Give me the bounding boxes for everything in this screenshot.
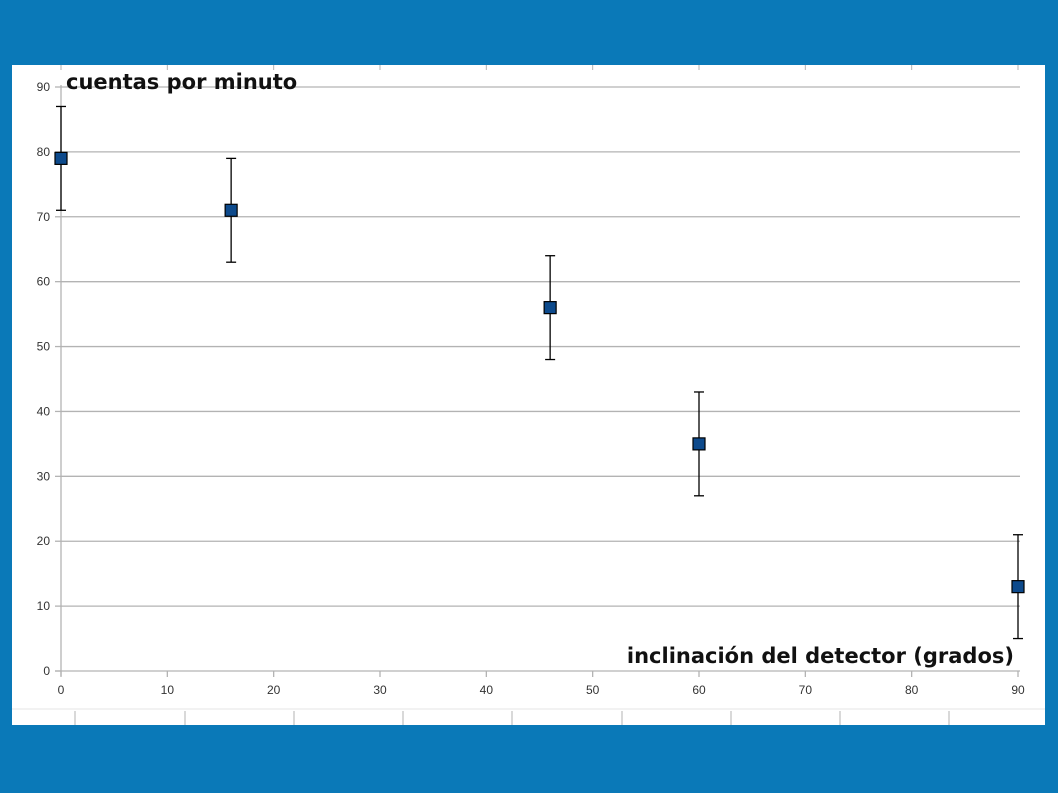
data-series xyxy=(54,105,1025,640)
data-point xyxy=(224,203,238,217)
y-tick-label: 60 xyxy=(37,275,51,289)
y-axis-title: cuentas por minuto xyxy=(66,70,297,94)
x-tick-label: 0 xyxy=(58,683,65,697)
data-point xyxy=(1011,580,1025,594)
data-point xyxy=(54,151,68,165)
y-tick-labels: 0 10 20 30 40 50 60 70 80 90 xyxy=(37,80,51,678)
y-tick-label: 50 xyxy=(37,340,51,354)
y-tick-label: 90 xyxy=(37,80,51,94)
x-tick-labels: 0 10 20 30 40 50 60 70 80 90 xyxy=(58,683,1025,697)
x-tick-label: 20 xyxy=(267,683,281,697)
x-tick-label: 10 xyxy=(161,683,175,697)
y-tick-label: 0 xyxy=(43,664,50,678)
y-tick-label: 30 xyxy=(37,469,51,483)
data-point xyxy=(692,437,706,451)
x-axis-title: inclinación del detector (grados) xyxy=(627,644,1014,668)
x-tick-label: 70 xyxy=(799,683,813,697)
y-tick-label: 20 xyxy=(37,534,51,548)
data-point xyxy=(543,301,557,315)
x-tick-label: 40 xyxy=(480,683,494,697)
x-tick-label: 50 xyxy=(586,683,600,697)
x-tick-label: 90 xyxy=(1011,683,1025,697)
x-tick-label: 80 xyxy=(905,683,919,697)
gridlines xyxy=(61,86,1020,607)
y-tick-label: 10 xyxy=(37,599,51,613)
x-tick-label: 60 xyxy=(692,683,706,697)
x-tick-label: 30 xyxy=(373,683,387,697)
y-tick-label: 80 xyxy=(37,145,51,159)
y-tick-label: 70 xyxy=(37,210,51,224)
plot-panel xyxy=(12,65,1045,725)
y-tick-label: 40 xyxy=(37,404,51,418)
